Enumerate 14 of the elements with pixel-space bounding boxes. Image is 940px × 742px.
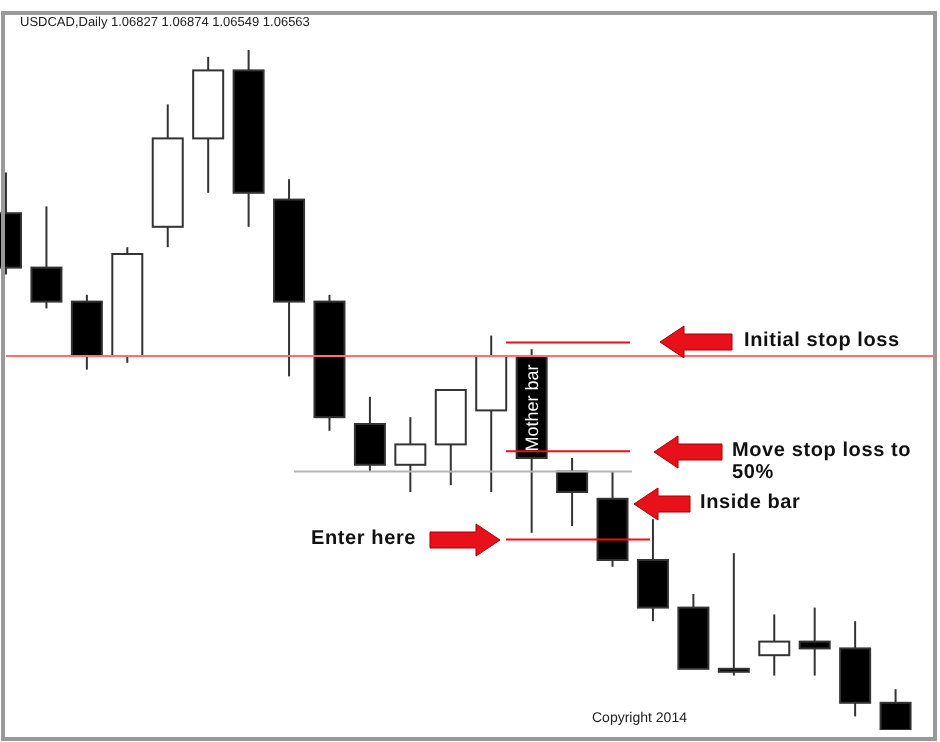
annotation: Inside bar bbox=[700, 492, 803, 514]
candlestick bbox=[636, 518, 669, 623]
annotation: Initial stop loss bbox=[744, 330, 902, 352]
annotation: Enter here bbox=[309, 528, 416, 550]
annotation: Move stop loss to 50% bbox=[732, 440, 912, 484]
candlestick bbox=[394, 416, 427, 493]
annotation: Mother bar bbox=[519, 362, 544, 456]
candlestick bbox=[717, 552, 750, 677]
candlestick bbox=[556, 457, 589, 527]
candlestick bbox=[758, 613, 791, 677]
candlestick bbox=[353, 395, 386, 473]
candlestick bbox=[30, 205, 63, 310]
candlestick bbox=[879, 688, 912, 730]
candlestick bbox=[798, 606, 831, 677]
